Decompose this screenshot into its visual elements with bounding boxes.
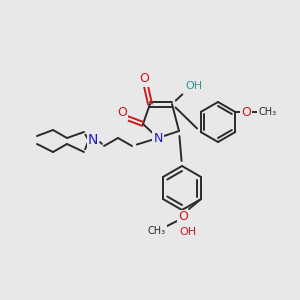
Text: N: N	[88, 133, 98, 147]
Text: O: O	[117, 106, 127, 119]
Text: OH: OH	[185, 81, 203, 91]
Text: CH₃: CH₃	[258, 107, 276, 117]
Text: CH₃: CH₃	[148, 226, 166, 236]
Text: O: O	[178, 211, 188, 224]
Text: O: O	[139, 73, 149, 85]
Text: N: N	[153, 131, 163, 145]
Text: OH: OH	[179, 227, 197, 237]
Text: O: O	[242, 106, 251, 118]
